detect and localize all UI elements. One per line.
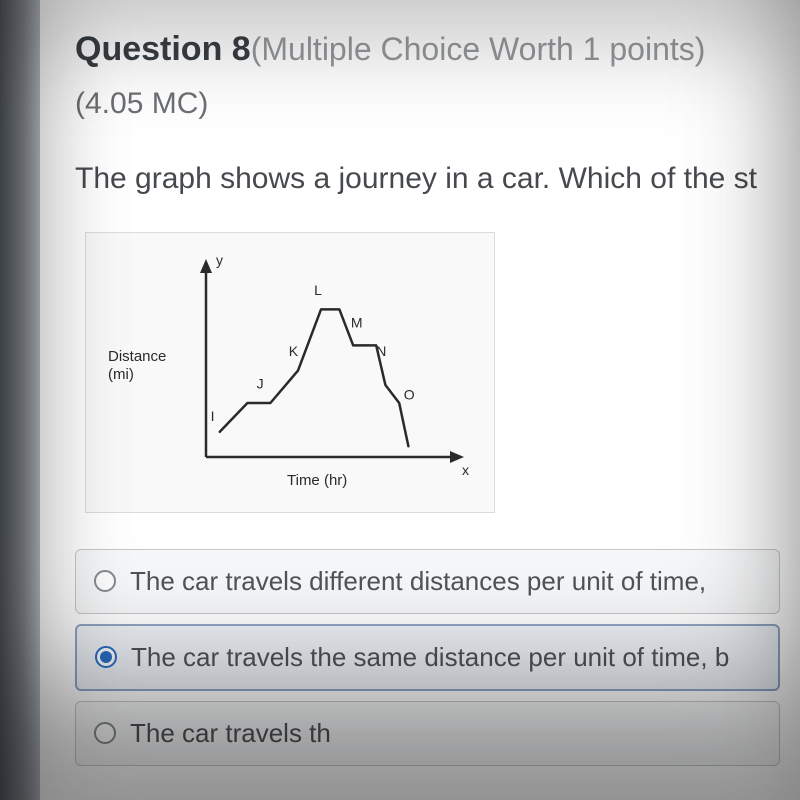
radio-icon[interactable] xyxy=(94,722,116,744)
svg-text:y: y xyxy=(216,252,223,268)
svg-text:O: O xyxy=(404,386,415,402)
svg-text:M: M xyxy=(351,314,363,330)
option-1[interactable]: The car travels the same distance per un… xyxy=(75,624,780,691)
svg-text:K: K xyxy=(289,343,299,359)
svg-text:J: J xyxy=(257,375,264,391)
radio-icon[interactable] xyxy=(95,646,117,668)
option-text: The car travels different distances per … xyxy=(130,566,706,597)
radio-icon[interactable] xyxy=(94,570,116,592)
question-prompt: The graph shows a journey in a car. Whic… xyxy=(75,159,780,200)
option-text: The car travels the same distance per un… xyxy=(131,642,729,673)
svg-text:I: I xyxy=(211,408,215,424)
svg-text:N: N xyxy=(376,343,386,359)
question-page: Question 8(Multiple Choice Worth 1 point… xyxy=(40,0,800,800)
option-0[interactable]: The car travels different distances per … xyxy=(75,549,780,614)
options-list: The car travels different distances per … xyxy=(75,549,780,766)
question-header: Question 8(Multiple Choice Worth 1 point… xyxy=(75,30,780,69)
option-2[interactable]: The car travels th xyxy=(75,701,780,766)
distance-time-graph: y x Distance(mi) Time (hr) I J K L MN O xyxy=(96,247,476,497)
svg-text:(mi): (mi) xyxy=(108,366,134,383)
question-number: Question 8 xyxy=(75,30,251,68)
svg-text:Time (hr): Time (hr) xyxy=(287,472,347,489)
svg-text:L: L xyxy=(314,282,322,298)
option-text: The car travels th xyxy=(130,718,331,749)
question-type: (Multiple Choice Worth 1 points) xyxy=(251,31,706,67)
svg-text:x: x xyxy=(462,462,469,478)
question-code: (4.05 MC) xyxy=(75,87,780,121)
graph-container: y x Distance(mi) Time (hr) I J K L MN O xyxy=(85,232,495,513)
svg-text:Distance: Distance xyxy=(108,348,166,365)
